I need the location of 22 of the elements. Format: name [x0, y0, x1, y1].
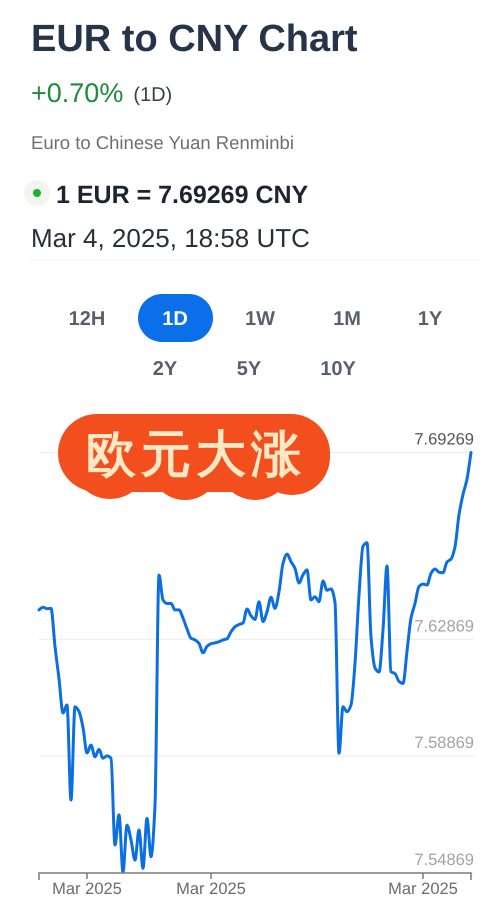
y-tick-label: 7.69269	[414, 430, 474, 448]
x-tick-label: Mar 2025	[388, 880, 458, 898]
x-tick-label: Mar 2025	[176, 880, 246, 898]
y-tick-label: 7.58869	[414, 734, 474, 752]
text: 1Y	[418, 308, 443, 330]
chart-title: EUR to CNY Chart	[31, 18, 358, 60]
text: Mar 4, 2025, 18:58 UTC	[31, 223, 310, 253]
chart-subtitle: +0.70%	[31, 78, 124, 108]
y-tick-label: 7.54869	[414, 851, 474, 869]
annotation: 欧元大涨	[86, 426, 306, 482]
text: (1D)	[133, 84, 172, 106]
text: 12H	[68, 308, 106, 330]
x-tick-label: Mar 2025	[52, 880, 122, 898]
text: 5Y	[236, 358, 262, 380]
text: 10Y	[320, 358, 356, 380]
text: 1W	[245, 308, 276, 330]
y-tick-label: 7.62869	[414, 617, 474, 636]
text: 1M	[333, 308, 361, 330]
text: 1D	[162, 308, 188, 330]
text: 1 EUR = 7.69269 CNY	[56, 181, 309, 209]
text: Euro to Chinese Yuan Renminbi	[31, 132, 294, 153]
text: 2Y	[152, 358, 178, 380]
